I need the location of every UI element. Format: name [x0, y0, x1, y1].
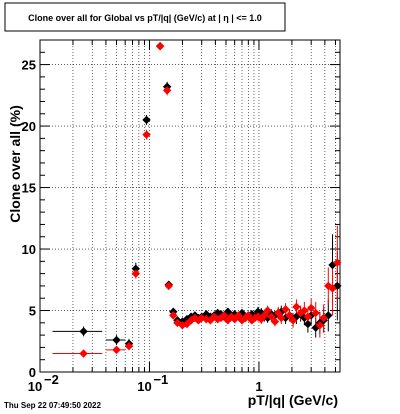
red-series-point	[300, 306, 309, 315]
y-tick-label: 25	[22, 58, 36, 73]
red-series-point	[186, 316, 196, 325]
red-series-point	[267, 312, 276, 321]
black-series-point	[142, 115, 151, 125]
red-series-point	[112, 345, 121, 355]
red-series-point	[285, 311, 294, 320]
red-series-point	[155, 41, 165, 51]
x-tick-label: 10	[28, 379, 42, 394]
chart-title: Clone over all for Global vs pT/|q| (GeV…	[28, 13, 262, 23]
black-series-point	[230, 310, 239, 319]
red-series-point	[333, 258, 342, 267]
red-series-point	[142, 130, 151, 139]
x-tick-label: 1	[255, 379, 262, 394]
red-series-point	[219, 311, 229, 320]
red-series-point	[328, 284, 337, 293]
red-series-point	[306, 303, 316, 313]
red-series-point	[319, 313, 328, 323]
red-series-point	[202, 314, 211, 324]
red-series-point	[277, 313, 286, 323]
plot-frame	[39, 39, 341, 373]
black-series-point	[131, 264, 140, 273]
black-series-point	[79, 327, 88, 336]
y-tick-label: 10	[22, 242, 36, 257]
black-series-point	[112, 335, 121, 345]
black-series-point	[303, 319, 313, 329]
red-series-point	[162, 86, 172, 95]
y-tick-label: 0	[29, 365, 36, 380]
timestamp-footer: Thu Sep 22 07:49:50 2022	[4, 401, 101, 410]
y-tick-label: 5	[29, 304, 36, 319]
black-series-point	[202, 310, 211, 319]
y-tick-label: 15	[22, 181, 36, 196]
x-axis-title: pT/|q| (GeV/c)	[248, 392, 338, 408]
red-series-point	[263, 306, 272, 315]
title-box: Clone over all for Global vs pT/|q| (GeV…	[4, 2, 286, 32]
red-series-point	[292, 302, 301, 312]
y-axis-title: Clone over all (%)	[7, 105, 23, 222]
red-series-point	[169, 311, 178, 320]
red-series-point	[234, 311, 243, 320]
x-tick-label: 10	[137, 379, 151, 394]
red-series-point	[124, 341, 134, 351]
x-tick-exponent: −2	[44, 372, 59, 387]
red-series-point	[281, 305, 290, 314]
title-frame	[4, 2, 286, 32]
y-tick-label: 20	[22, 119, 36, 134]
red-series-point	[270, 317, 280, 326]
red-series-point	[216, 313, 226, 323]
red-series-point	[288, 316, 298, 325]
x-tick-exponent: −1	[153, 372, 168, 387]
red-series-point	[315, 321, 325, 330]
red-series-point	[79, 349, 88, 358]
red-series-point	[164, 281, 173, 291]
red-series-point	[131, 269, 140, 278]
red-series-point	[311, 308, 320, 318]
red-series-point	[178, 321, 187, 330]
axis-ticks	[39, 39, 340, 373]
red-series-point	[303, 312, 313, 321]
data-series	[79, 41, 342, 358]
